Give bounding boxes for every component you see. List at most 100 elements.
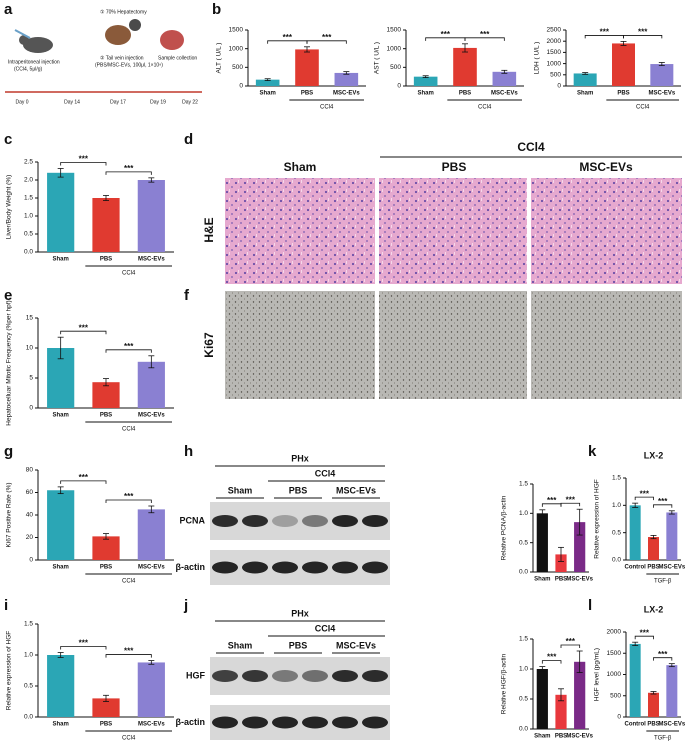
step-text: ② Tail vein injection — [100, 55, 144, 61]
panel-label: j — [183, 597, 188, 614]
significance-label: *** — [600, 28, 610, 37]
blot-column-label: MSC-EVs — [336, 640, 376, 650]
x-tick-label: PBS — [617, 91, 629, 97]
y-tick-label: 0 — [29, 557, 33, 564]
ki67-image — [225, 291, 375, 399]
y-tick-label: 5 — [29, 375, 33, 382]
blot-image — [210, 550, 390, 585]
y-tick-label: 1.0 — [612, 502, 621, 509]
x-tick-label: Sham — [417, 91, 433, 97]
error-bar — [650, 691, 657, 695]
y-tick-label: 2.5 — [24, 159, 33, 166]
blot-band — [212, 670, 238, 682]
x-tick-label: Sham — [577, 91, 593, 97]
panel-label: g — [4, 443, 13, 460]
error-bar — [103, 694, 109, 702]
significance-label: *** — [79, 473, 89, 482]
y-tick-label: 0 — [557, 83, 561, 90]
x-tick-label: MSC-EVs — [138, 257, 165, 263]
bar — [536, 669, 548, 729]
y-tick-label: 1500 — [387, 27, 402, 34]
blot-band — [332, 561, 358, 574]
bar — [555, 554, 567, 572]
bar — [453, 47, 477, 86]
y-tick-label: 2500 — [547, 27, 562, 34]
y-tick-label: 1000 — [387, 45, 402, 52]
error-bar — [57, 168, 64, 178]
blot-column-label: Sham — [228, 485, 253, 495]
group-label: TGF-β — [654, 736, 672, 742]
panel-label: b — [212, 1, 221, 18]
y-axis-label: Relative PCNA/β-actin — [501, 495, 508, 560]
blot-row-label: HGF — [186, 670, 206, 680]
mouse-icon — [129, 19, 141, 31]
blot-image — [210, 657, 390, 695]
y-axis-label: LDH ( U/L ) — [534, 42, 541, 75]
error-bar — [148, 177, 155, 183]
group-label: CCl4 — [122, 736, 136, 742]
error-bar — [539, 666, 546, 672]
bar — [137, 662, 165, 717]
x-tick-label: Sham — [52, 722, 68, 728]
significance-bracket — [653, 657, 673, 661]
error-bar — [539, 509, 546, 518]
significance-label: *** — [547, 653, 557, 662]
x-tick-label: Control — [625, 565, 647, 571]
significance-bracket — [60, 646, 107, 650]
x-tick-label: Sham — [52, 565, 68, 571]
x-tick-label: PBS — [100, 413, 112, 419]
blot-row-label: β-actin — [176, 717, 206, 727]
syringe-icon — [14, 29, 31, 39]
significance-bracket — [60, 480, 107, 484]
error-bar — [103, 378, 109, 387]
bar — [47, 490, 75, 560]
x-tick-label: MSC-EVs — [658, 565, 685, 571]
y-tick-label: 1000 — [229, 45, 244, 52]
bar — [555, 694, 567, 729]
y-tick-label: 1.5 — [519, 481, 528, 488]
panel-label: d — [184, 131, 193, 148]
panel-label: h — [184, 443, 193, 460]
y-tick-label: 1.5 — [612, 475, 621, 482]
significance-bracket — [105, 654, 152, 658]
step-text: ① 70% Hepatectomy — [100, 9, 147, 15]
row-label: H&E — [202, 217, 216, 242]
bar — [648, 537, 659, 560]
y-tick-label: 2000 — [547, 38, 562, 45]
y-tick-label: 60 — [26, 489, 34, 496]
bar — [573, 73, 597, 86]
blot-band — [272, 670, 298, 682]
significance-bracket — [105, 499, 152, 503]
error-bar — [658, 62, 665, 67]
x-tick-label: MSC-EVs — [138, 722, 165, 728]
error-bar — [148, 505, 155, 514]
y-tick-label: 1500 — [229, 27, 244, 34]
blot-band — [272, 716, 298, 729]
significance-label: *** — [283, 33, 293, 42]
chart-title: LX-2 — [644, 450, 664, 460]
panel-label: l — [588, 597, 592, 614]
y-tick-label: 0.5 — [24, 683, 33, 690]
blot-band — [362, 561, 388, 574]
he-image — [531, 178, 682, 284]
significance-label: *** — [480, 30, 490, 39]
y-tick-label: 500 — [390, 64, 401, 71]
blot-band — [242, 561, 268, 574]
bar — [574, 661, 586, 729]
y-tick-label: 500 — [550, 72, 561, 79]
group-label: CCl4 — [122, 271, 136, 277]
bar — [650, 64, 674, 86]
x-tick-label: Sham — [52, 413, 68, 419]
bar — [629, 643, 641, 717]
error-bar — [304, 46, 310, 53]
blot-top-label: PHx — [291, 608, 309, 618]
y-axis-label: Relative HGF/β-actin — [501, 653, 508, 714]
y-tick-label: 1.0 — [24, 213, 33, 220]
bar — [47, 172, 75, 252]
significance-bracket — [560, 502, 581, 507]
y-tick-label: 0.5 — [519, 539, 528, 546]
error-bar — [668, 663, 675, 668]
bar — [334, 72, 359, 86]
step-text: Intraperitoneal injection — [8, 59, 60, 65]
error-bar — [57, 336, 64, 360]
